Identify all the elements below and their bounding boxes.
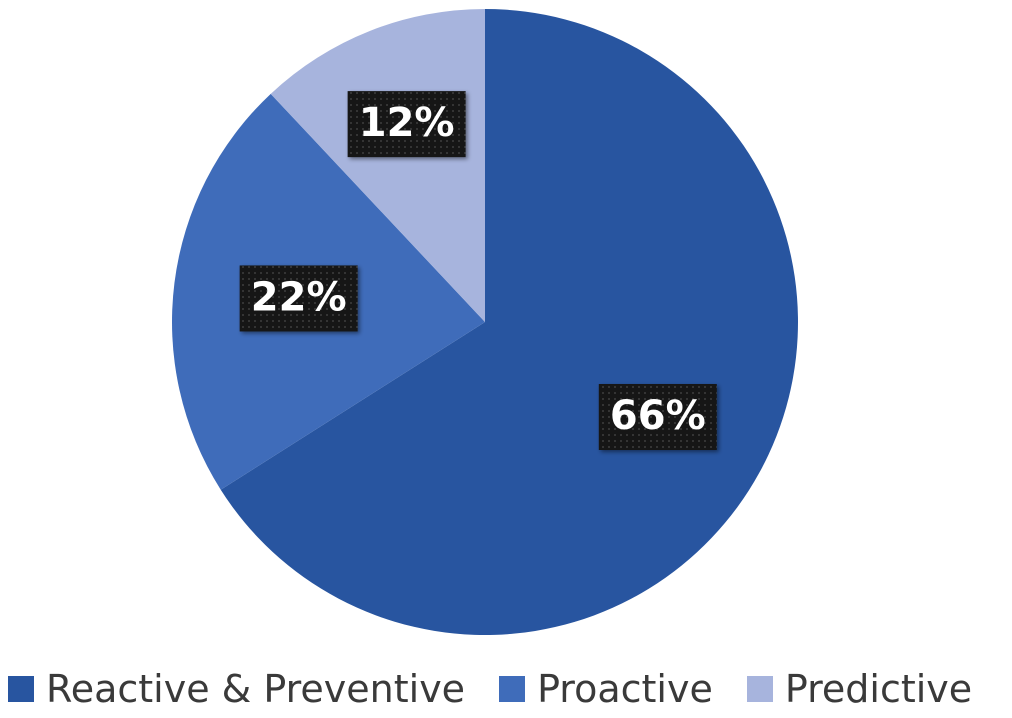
- data-label-predictive: 12%: [347, 91, 466, 158]
- pie-slice-predictive: [270, 9, 485, 322]
- legend-item-reactive-preventive: Reactive & Preventive: [8, 667, 465, 711]
- legend-swatch-predictive: [746, 676, 773, 702]
- pie-data-labels: 66% 22% 12%: [239, 91, 717, 450]
- legend-label-predictive: Predictive: [784, 667, 973, 711]
- data-label-proactive: 22%: [239, 265, 358, 332]
- legend-swatch-reactive-preventive: [8, 676, 34, 702]
- data-label-box-reactive-preventive: [598, 383, 717, 450]
- data-label-text-reactive-preventive: 66%: [610, 393, 706, 439]
- legend-label-proactive: Proactive: [537, 667, 713, 711]
- pie-slice-reactive-preventive: [220, 9, 799, 635]
- data-label-box-proactive: [239, 265, 358, 332]
- data-label-box-predictive: [347, 91, 466, 158]
- pie-slices: [172, 9, 799, 635]
- legend-item-predictive: Predictive: [746, 667, 973, 711]
- legend-item-proactive: Proactive: [499, 667, 713, 711]
- data-label-text-predictive: 12%: [359, 100, 455, 146]
- data-label-reactive-preventive: 66%: [598, 383, 717, 450]
- pie-chart-svg: 66% 22% 12%: [172, 9, 799, 635]
- data-label-text-proactive: 22%: [251, 274, 347, 320]
- legend: Reactive & Preventive Proactive Predicti…: [8, 666, 972, 712]
- legend-swatch-proactive: [499, 676, 526, 702]
- legend-label-reactive-preventive: Reactive & Preventive: [46, 667, 466, 711]
